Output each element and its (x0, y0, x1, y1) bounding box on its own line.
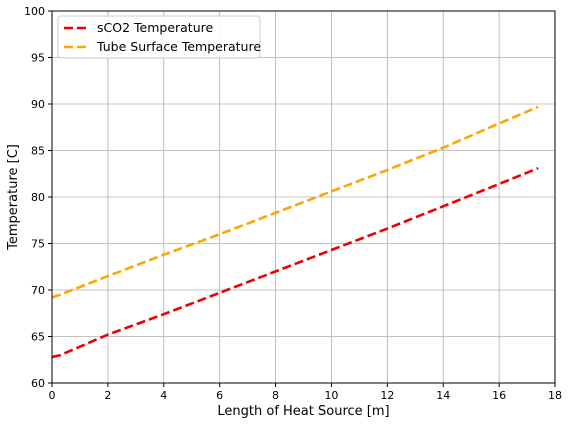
x-axis-label: Length of Heat Source [m] (217, 404, 389, 419)
series-line-sco2-temperature (51, 166, 539, 359)
y-tick-label: 60 (31, 377, 45, 390)
y-tick-label: 95 (31, 52, 45, 65)
x-tick-label: 16 (492, 389, 506, 402)
series-line-tube-surface-temperature (51, 105, 539, 299)
legend-label-sco2: sCO2 Temperature (97, 20, 213, 35)
legend-label-tube-surface: Tube Surface Temperature (96, 39, 261, 54)
x-tick-label: 12 (380, 389, 394, 402)
x-tick-label: 8 (272, 389, 279, 402)
legend: sCO2 Temperature Tube Surface Temperatur… (57, 15, 261, 59)
x-tick-label: 18 (548, 389, 562, 402)
y-tick-label: 85 (31, 145, 45, 158)
y-axis-label: Temperature [C] (6, 144, 21, 251)
legend-box (57, 15, 261, 59)
x-tick-label: 6 (216, 389, 223, 402)
y-tick-label: 80 (31, 191, 45, 204)
x-tick-label: 2 (104, 389, 111, 402)
x-tick-label: 4 (160, 389, 167, 402)
axis-ticks: 0 2 4 6 8 10 12 14 16 18 60 65 70 75 80 85 90 95 100 (24, 5, 562, 402)
x-tick-label: 10 (324, 389, 338, 402)
y-tick-label: 90 (31, 98, 45, 111)
x-tick-label: 14 (436, 389, 450, 402)
x-tick-label: 0 (49, 389, 56, 402)
series-lines (51, 105, 539, 359)
y-tick-label: 65 (31, 331, 45, 344)
y-tick-label: 75 (31, 238, 45, 251)
y-tick-label: 70 (31, 284, 45, 297)
y-tick-label: 100 (24, 5, 45, 18)
